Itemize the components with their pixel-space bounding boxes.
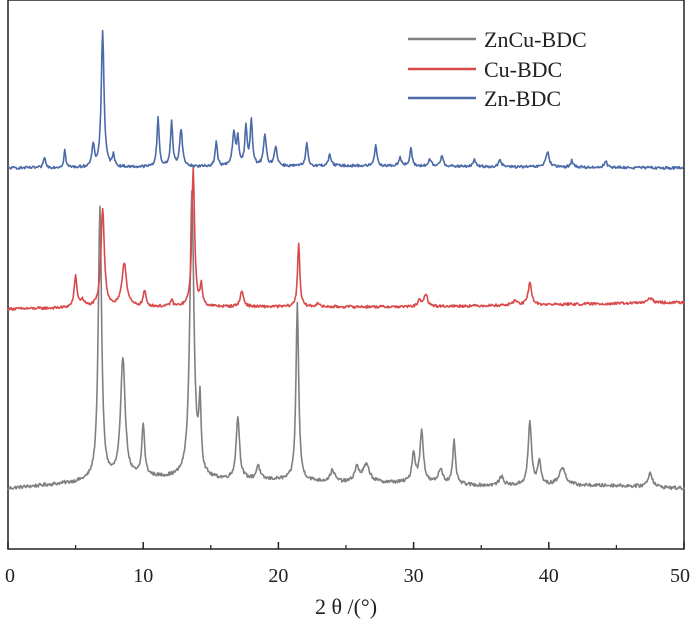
series-line-zn-bdc xyxy=(7,29,685,170)
x-tick-label: 40 xyxy=(539,565,559,587)
plot-frame xyxy=(7,0,685,550)
legend-label-zncu-bdc: ZnCu-BDC xyxy=(484,27,587,52)
x-axis-title: 2 θ /(°) xyxy=(315,594,377,619)
legend: ZnCu-BDC Cu-BDC Zn-BDC xyxy=(408,27,587,111)
x-axis-tick-labels: 0 10 20 30 40 50 xyxy=(5,565,690,587)
x-tick-label: 30 xyxy=(404,565,424,587)
series-line-zncu-bdc xyxy=(7,190,685,491)
legend-label-cu-bdc: Cu-BDC xyxy=(484,57,562,82)
x-axis-ticks xyxy=(7,542,685,549)
x-tick-label: 10 xyxy=(133,565,153,587)
series-line-cu-bdc xyxy=(7,166,685,311)
x-tick-label: 0 xyxy=(5,565,15,587)
x-tick-label: 50 xyxy=(670,565,690,587)
series-lines xyxy=(7,29,685,491)
x-tick-label: 20 xyxy=(268,565,288,587)
legend-label-zn-bdc: Zn-BDC xyxy=(484,86,561,111)
